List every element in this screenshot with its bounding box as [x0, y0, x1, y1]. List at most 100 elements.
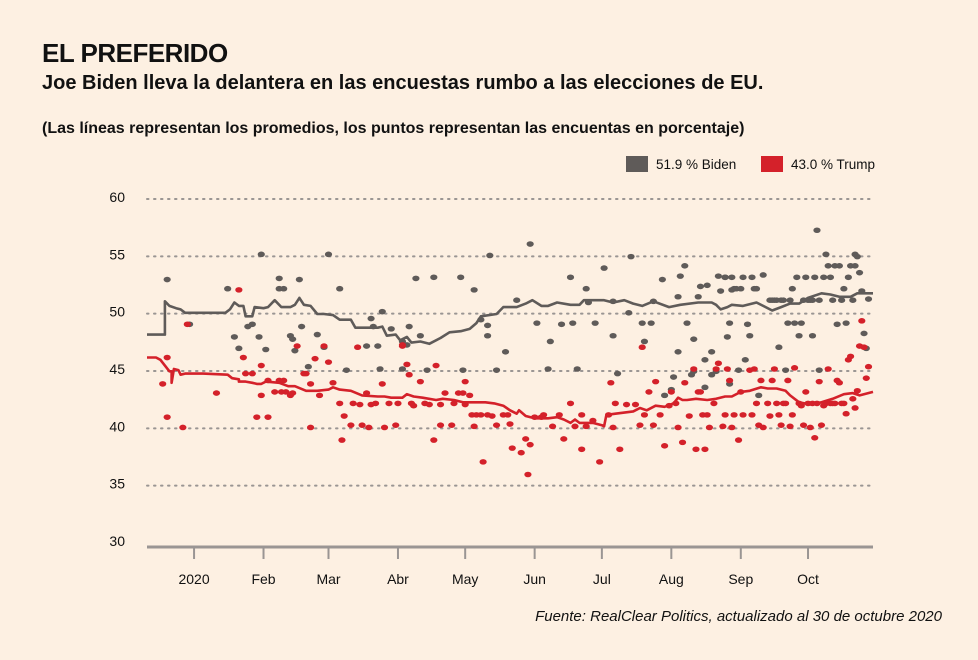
poll-point-trump: [459, 390, 467, 396]
poll-point-trump: [815, 378, 823, 385]
poll-point-biden: [423, 367, 431, 373]
poll-point-biden: [546, 338, 554, 345]
poll-point-biden: [811, 274, 819, 281]
poll-point-biden: [813, 227, 821, 234]
poll-point-trump: [517, 449, 525, 456]
poll-point-trump: [329, 379, 337, 386]
poll-point-biden: [412, 275, 420, 282]
legend-item-biden: 51.9 % Biden: [626, 156, 736, 172]
poll-point-trump: [371, 400, 380, 407]
poll-points: [159, 227, 873, 478]
poll-point-biden: [582, 285, 590, 292]
poll-point-trump: [441, 390, 449, 396]
average-line-trump: [147, 356, 874, 428]
poll-point-trump: [860, 344, 868, 351]
poll-point-biden: [840, 285, 848, 292]
poll-point-trump: [696, 389, 705, 395]
poll-point-trump: [609, 424, 617, 431]
poll-point-biden: [457, 274, 465, 281]
poll-point-biden: [627, 253, 635, 260]
poll-point-biden: [717, 288, 725, 294]
poll-point-trump: [777, 422, 785, 428]
chart-title: EL PREFERIDO: [42, 38, 228, 68]
poll-point-trump: [293, 343, 301, 349]
x-tick-label: Jul: [593, 571, 611, 587]
poll-point-biden: [822, 251, 830, 258]
poll-point-biden: [838, 297, 846, 304]
poll-point-trump: [611, 400, 619, 407]
poll-point-trump: [398, 342, 407, 348]
poll-point-trump: [159, 381, 167, 387]
poll-point-biden: [557, 321, 566, 328]
poll-point-trump: [248, 370, 256, 377]
poll-point-trump: [506, 421, 514, 427]
poll-point-trump: [849, 396, 857, 402]
poll-point-trump: [692, 446, 700, 453]
poll-point-trump: [728, 424, 736, 431]
poll-point-trump: [835, 379, 843, 386]
poll-point-trump: [752, 400, 761, 407]
poll-point-biden: [163, 276, 171, 283]
poll-point-biden: [566, 274, 575, 281]
legend-swatch-trump: [761, 156, 783, 172]
poll-point-biden: [728, 274, 736, 281]
poll-point-biden: [701, 357, 709, 363]
poll-point-biden: [430, 274, 438, 281]
poll-point-biden: [613, 370, 622, 377]
poll-point-biden: [808, 297, 817, 304]
poll-point-biden: [640, 338, 649, 345]
poll-point-trump: [338, 437, 346, 443]
poll-point-trump: [723, 366, 731, 372]
poll-point-biden: [782, 367, 790, 373]
poll-point-biden: [759, 272, 767, 278]
poll-point-biden: [591, 320, 599, 326]
poll-point-biden: [860, 330, 868, 337]
poll-point-biden: [501, 349, 510, 355]
poll-point-trump: [766, 413, 774, 419]
poll-point-biden: [483, 332, 492, 339]
poll-point-biden: [291, 347, 299, 354]
poll-point-biden: [255, 334, 263, 340]
x-tick-label: 2020: [178, 571, 209, 587]
poll-point-trump: [450, 400, 458, 407]
poll-point-trump: [571, 423, 579, 430]
x-tick-label: Oct: [797, 571, 819, 587]
poll-point-biden: [262, 346, 270, 353]
poll-point-trump: [280, 377, 288, 384]
x-tick-label: Feb: [251, 571, 275, 587]
poll-point-biden: [459, 367, 467, 373]
y-tick-label: 45: [109, 361, 125, 377]
legend-label-biden: 51.9 % Biden: [656, 156, 737, 172]
poll-point-trump: [690, 366, 698, 372]
poll-point-trump: [842, 410, 850, 417]
poll-point-trump: [770, 366, 779, 372]
y-tick-label: 40: [109, 418, 125, 434]
poll-point-biden: [492, 367, 501, 373]
poll-point-biden: [342, 367, 351, 373]
y-tick-label: 35: [109, 476, 125, 492]
poll-point-trump: [616, 446, 624, 453]
poll-point-biden: [826, 274, 835, 281]
poll-point-trump: [638, 344, 646, 351]
poll-point-biden: [829, 297, 837, 304]
x-axis: 2020 Feb Mar Abr May Jun Jul Aug Sep Oct: [147, 545, 873, 587]
y-tick-label: 50: [109, 304, 125, 320]
poll-point-trump: [403, 361, 411, 368]
poll-point-biden: [721, 274, 729, 281]
poll-point-biden: [275, 275, 283, 282]
poll-point-biden: [708, 349, 716, 355]
legend-label-trump: 43.0 % Trump: [791, 156, 876, 172]
poll-point-biden: [387, 326, 395, 332]
poll-point-biden: [737, 285, 745, 292]
grid-lines: [146, 198, 874, 487]
poll-point-trump: [864, 363, 873, 370]
poll-point-biden: [690, 336, 698, 342]
poll-point-trump: [840, 400, 848, 407]
poll-point-trump: [806, 424, 814, 431]
source-note: Fuente: RealClear Politics, actualizado …: [535, 608, 942, 625]
poll-point-trump: [786, 423, 794, 430]
poll-point-biden: [786, 297, 794, 304]
poll-point-biden: [486, 252, 494, 259]
poll-point-biden: [573, 366, 581, 372]
